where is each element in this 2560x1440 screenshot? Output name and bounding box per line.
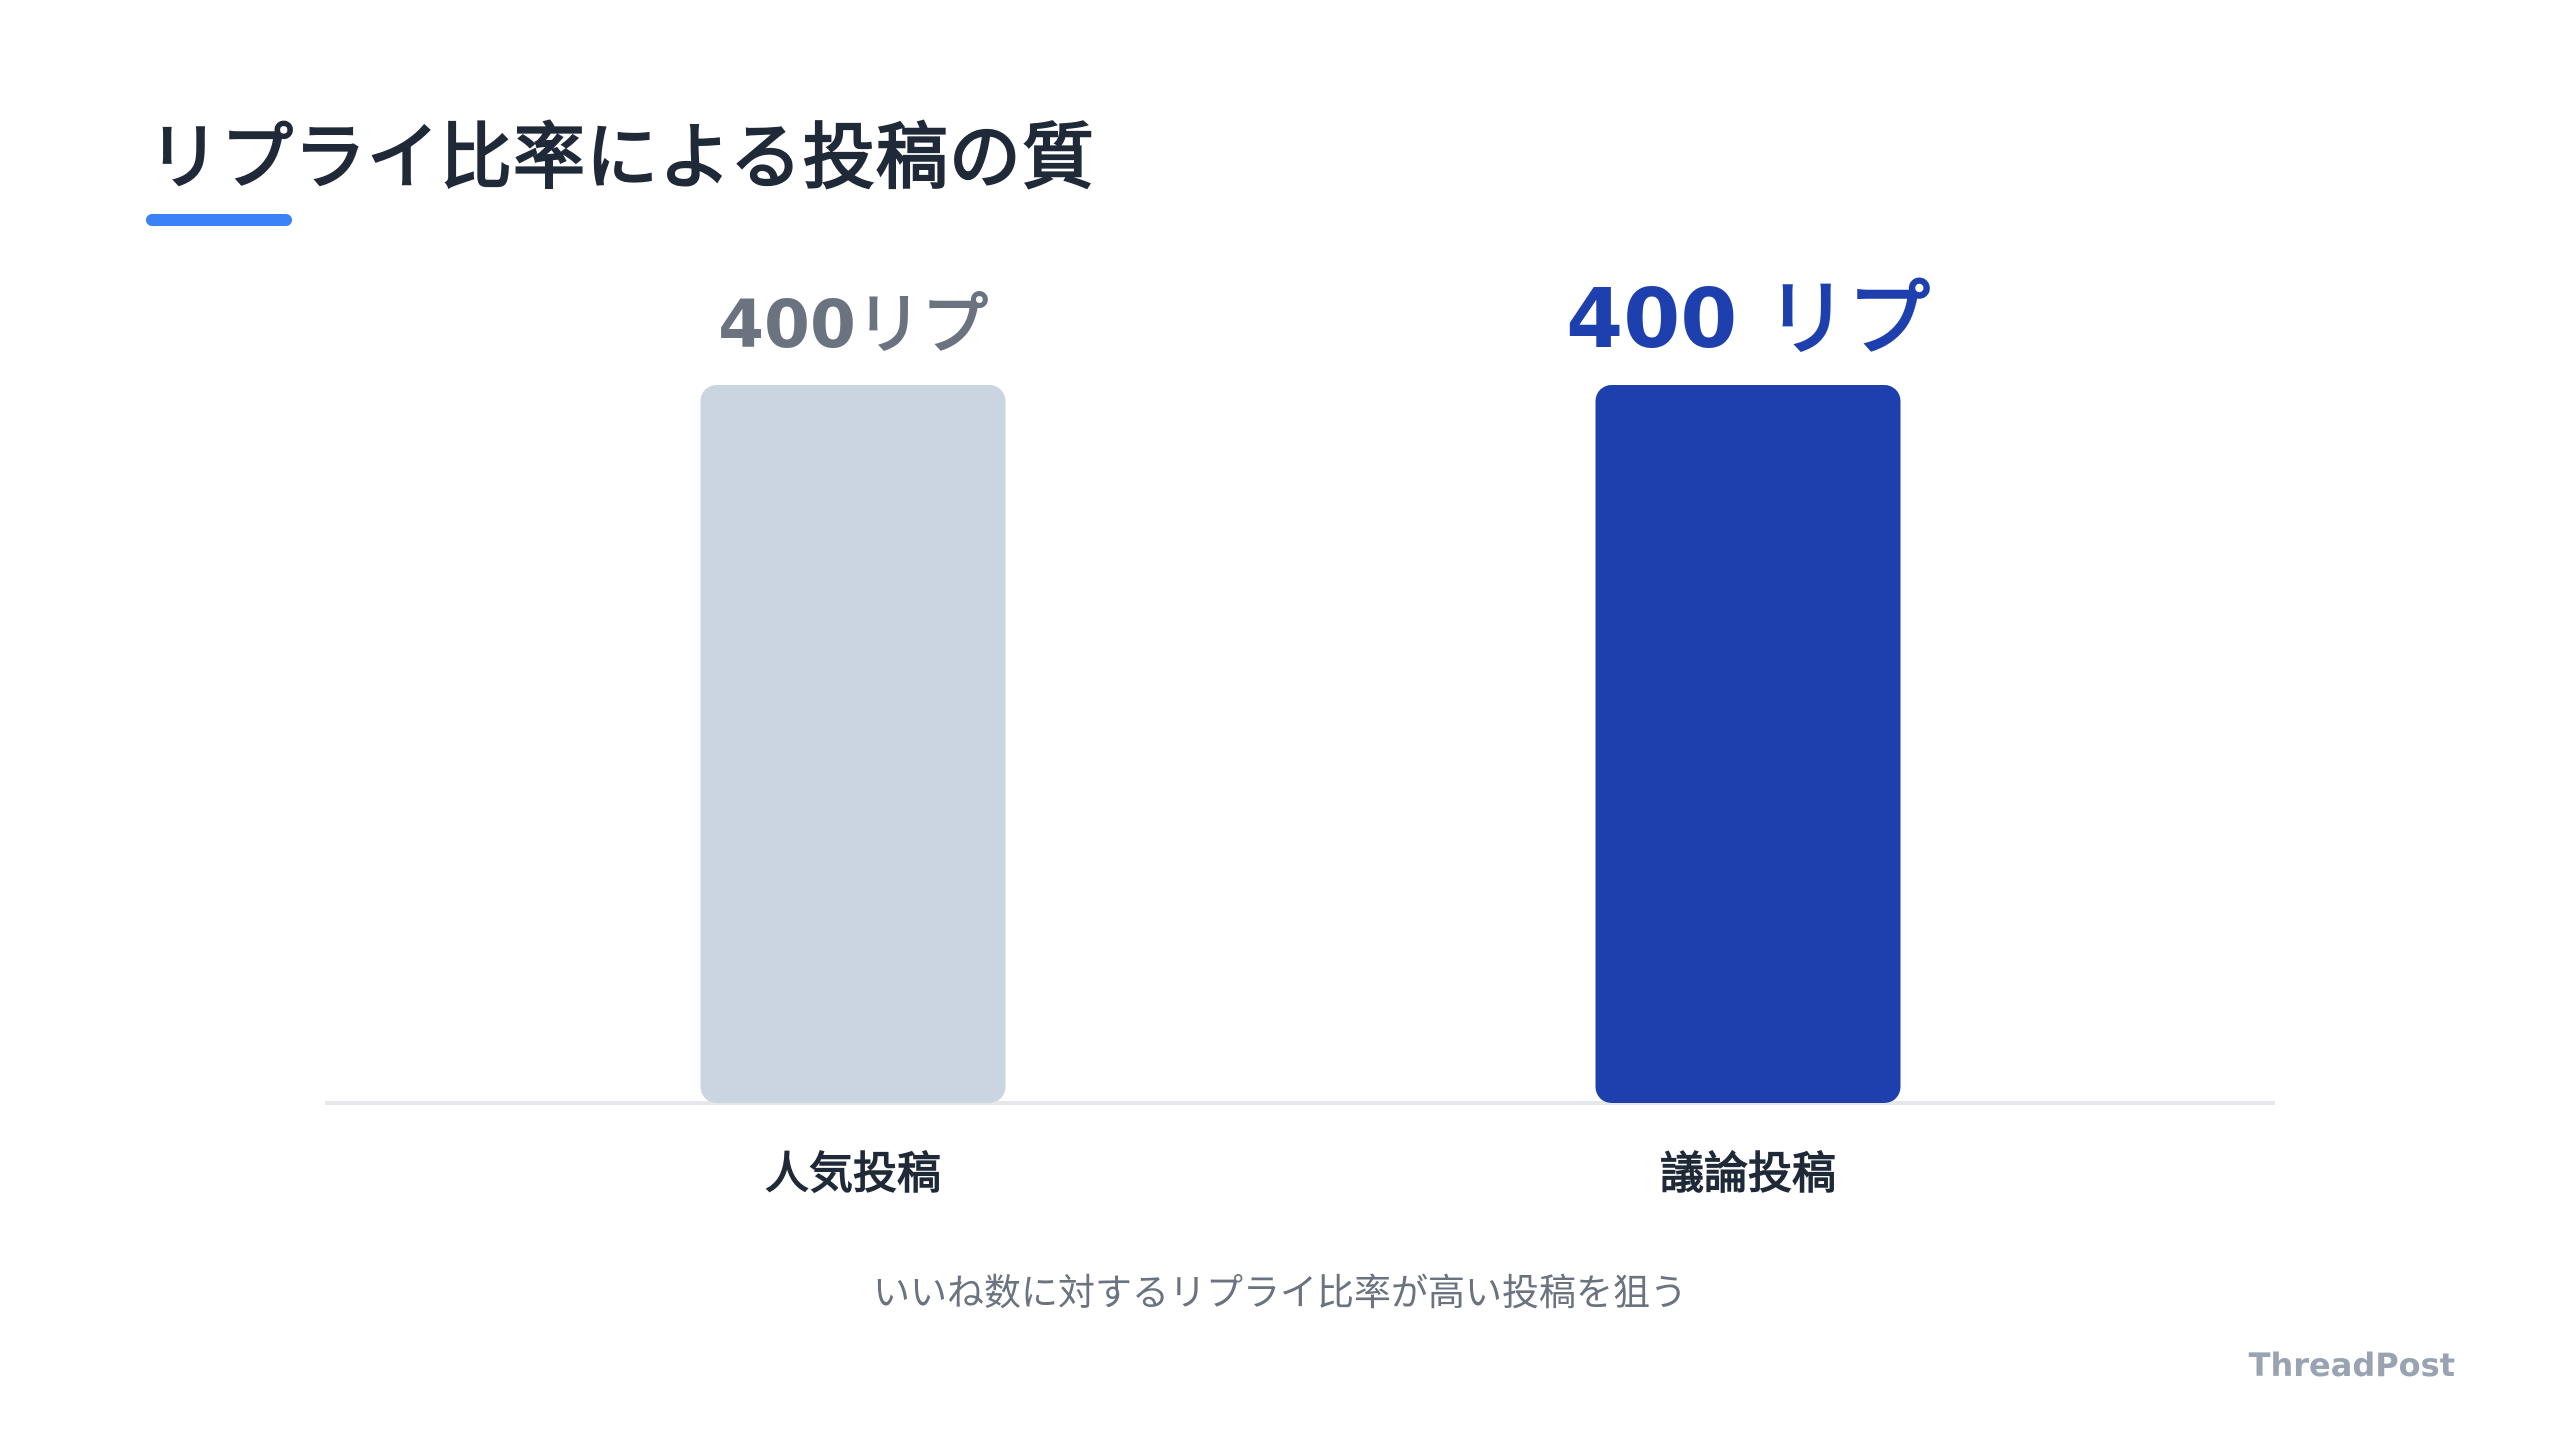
- category-label-2: 議論投稿: [1660, 1148, 1836, 1199]
- bar-value-label-1: 400リプ: [718, 286, 988, 363]
- chart-subtitle: いいね数に対するリプライ比率が高い投稿を狙う: [873, 1271, 1687, 1314]
- bar-1: [700, 385, 1006, 1103]
- brand-logo: ThreadPost: [2248, 1346, 2455, 1384]
- title-underline: [146, 214, 292, 226]
- page-title: リプライ比率による投稿の質: [148, 115, 1095, 199]
- category-label-1: 人気投稿: [765, 1148, 941, 1199]
- bar-value-label-2: 400 リプ: [1566, 272, 1930, 367]
- bar-2: [1595, 385, 1901, 1103]
